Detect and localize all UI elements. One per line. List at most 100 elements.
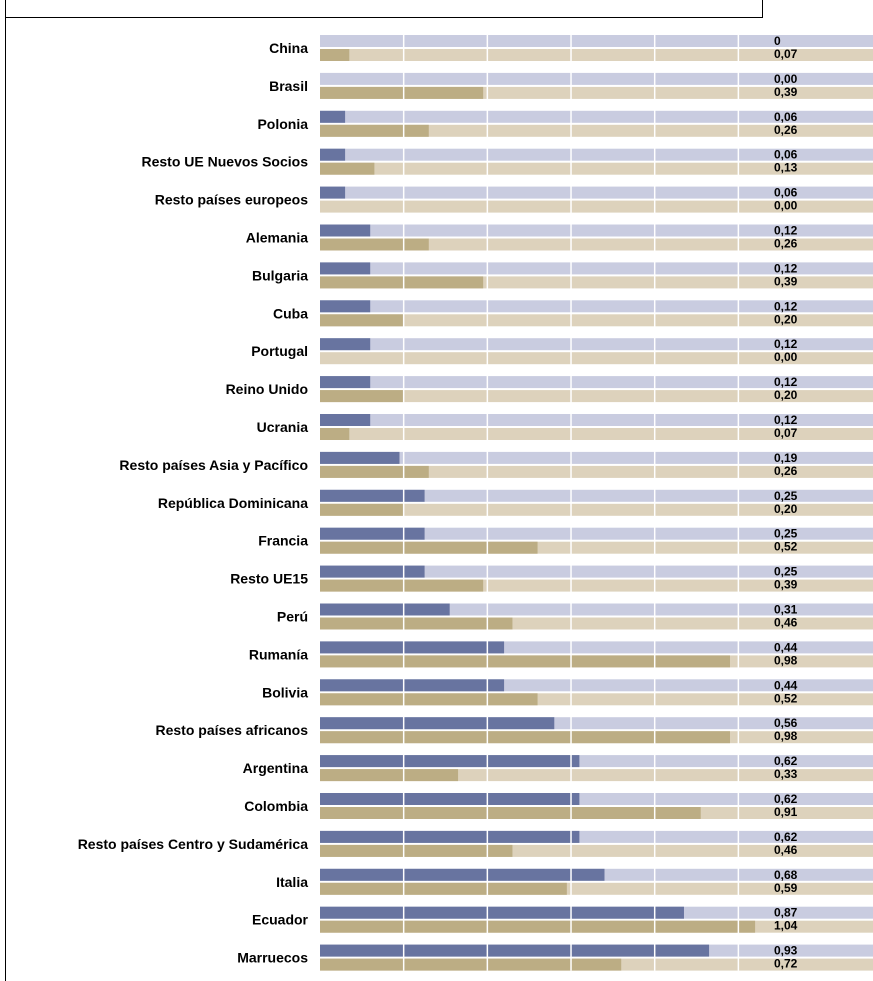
series1-value-label: 0,12	[774, 413, 798, 427]
series1-bar	[320, 527, 425, 540]
series2-value-label: 0,20	[774, 312, 798, 326]
series1-track	[320, 262, 873, 275]
series2-value-label: 0,26	[774, 237, 798, 251]
series2-value-label: 0,52	[774, 691, 798, 705]
series2-value-label: 0,00	[774, 350, 798, 364]
series1-bar	[320, 300, 371, 313]
series1-value-label: 0,62	[774, 754, 798, 768]
series1-value-label: 0,56	[774, 716, 798, 730]
series2-bar	[320, 958, 622, 971]
series2-value-label: 0,39	[774, 274, 798, 288]
series2-bar	[320, 844, 513, 857]
series1-value-label: 0,87	[774, 906, 798, 920]
series1-bar	[320, 603, 450, 616]
series1-bar	[320, 414, 371, 426]
series2-track	[320, 503, 873, 516]
category-label: Resto países europeos	[155, 192, 308, 208]
series2-value-label: 0,20	[774, 388, 798, 402]
series1-bar	[320, 793, 580, 805]
series2-bar	[320, 390, 404, 403]
series2-value-label: 0,52	[774, 540, 798, 554]
series2-bar	[320, 693, 538, 706]
series2-bar	[320, 769, 459, 782]
category-label: China	[269, 40, 308, 56]
series1-bar	[320, 224, 371, 237]
category-label: Perú	[277, 609, 308, 625]
series1-value-label: 0,12	[774, 337, 798, 351]
series1-bar	[320, 262, 371, 275]
series1-bar	[320, 679, 505, 692]
series2-track	[320, 49, 873, 61]
series1-track	[320, 72, 873, 85]
series1-bar	[320, 906, 684, 919]
category-label: Argentina	[243, 760, 309, 776]
category-label: Rumanía	[249, 646, 308, 662]
series1-value-label: 0,19	[774, 451, 798, 465]
series2-value-label: 0,46	[774, 616, 798, 630]
series1-value-label: 0,06	[774, 148, 798, 162]
series2-bar	[320, 162, 375, 175]
category-label: Colombia	[244, 798, 308, 814]
series1-value-label: 0,44	[774, 678, 798, 692]
series1-value-label: 0,12	[774, 224, 798, 238]
series2-bar	[320, 314, 404, 327]
category-label: Brasil	[269, 78, 308, 94]
category-label: Portugal	[251, 343, 308, 359]
series1-value-label: 0,00	[774, 72, 798, 86]
series1-track	[320, 148, 873, 161]
series2-bar	[320, 731, 730, 744]
series2-value-label: 0,98	[774, 729, 798, 743]
series1-bar	[320, 944, 710, 957]
series1-value-label: 0,06	[774, 186, 798, 200]
category-label: Ucrania	[257, 419, 309, 435]
category-label: Resto países Asia y Pacífico	[119, 457, 308, 473]
series1-value-label: 0,06	[774, 110, 798, 124]
series1-track	[320, 224, 873, 237]
series2-value-label: 0,98	[774, 653, 798, 667]
series2-track	[320, 390, 873, 403]
series1-track	[320, 565, 873, 578]
series2-track	[320, 314, 873, 327]
series1-value-label: 0	[774, 34, 781, 48]
series2-track	[320, 124, 873, 137]
series1-bar	[320, 565, 425, 578]
series2-bar	[320, 920, 756, 933]
series1-value-label: 0,12	[774, 299, 798, 313]
series1-value-label: 0,62	[774, 792, 798, 806]
series2-bar	[320, 655, 730, 668]
series1-bar	[320, 489, 425, 502]
series2-bar	[320, 807, 701, 819]
series2-value-label: 0,59	[774, 881, 798, 895]
series1-bar	[320, 148, 346, 161]
series2-track	[320, 352, 873, 365]
series2-bar	[320, 465, 429, 478]
series2-value-label: 0,91	[774, 805, 798, 819]
category-label: Cuba	[273, 305, 308, 321]
series2-track	[320, 162, 873, 175]
series1-bar	[320, 868, 605, 881]
series1-track	[320, 300, 873, 313]
category-label: Reino Unido	[226, 381, 308, 397]
category-label: Resto UE15	[230, 571, 308, 587]
series1-value-label: 0,12	[774, 261, 798, 275]
series2-value-label: 0,26	[774, 464, 798, 478]
category-label: Polonia	[257, 116, 308, 132]
series2-track	[320, 428, 873, 440]
series2-bar	[320, 541, 538, 554]
category-label: Resto países africanos	[155, 722, 308, 738]
series1-value-label: 0,25	[774, 527, 798, 541]
series2-bar	[320, 86, 484, 99]
series2-bar	[320, 503, 404, 516]
series2-track	[320, 465, 873, 478]
series2-bar	[320, 124, 429, 137]
series1-value-label: 0,25	[774, 565, 798, 579]
series2-bar	[320, 617, 513, 630]
series1-track	[320, 110, 873, 123]
series2-track	[320, 769, 873, 782]
series1-bar	[320, 641, 505, 654]
series2-value-label: 0,07	[774, 426, 798, 440]
series1-track	[320, 186, 873, 199]
series2-value-label: 1,04	[774, 919, 798, 933]
series1-track	[320, 451, 873, 464]
